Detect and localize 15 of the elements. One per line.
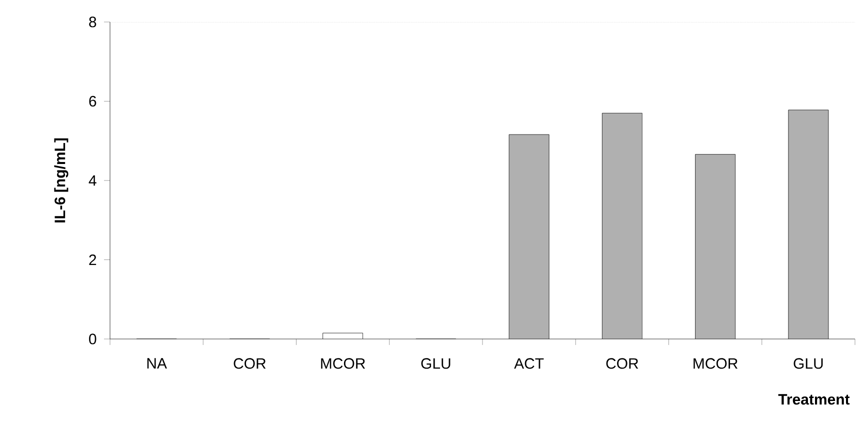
x-tick-label: COR: [606, 358, 638, 369]
x-tick-label: MCOR: [694, 358, 738, 369]
y-tick-label: 8: [89, 16, 96, 28]
x-tick-label: ACT: [514, 358, 544, 369]
x-tick-label: MCOR: [321, 358, 366, 369]
y-tick-label: 4: [88, 175, 96, 186]
y-tick-label: 0: [89, 334, 96, 344]
y-tick-label: 2: [89, 254, 96, 265]
x-axis-title: Treatment: [778, 394, 850, 405]
x-tick-label: NA: [147, 358, 167, 369]
x-tick-label: GLU: [794, 358, 823, 369]
x-tick-label: COR: [234, 358, 266, 369]
y-tick-label: 6: [89, 96, 96, 107]
y-axis-title: IL-6 [ng/mL]: [54, 138, 68, 222]
x-tick-label: GLU: [421, 358, 450, 369]
